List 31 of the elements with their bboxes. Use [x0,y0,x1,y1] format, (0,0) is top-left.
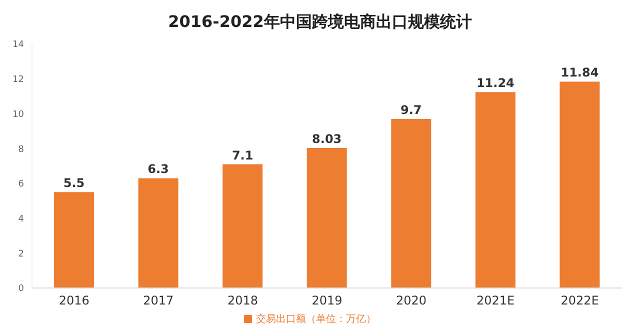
legend-label: 交易出口额（单位：万亿） [256,314,376,325]
y-tick-label: 0 [18,284,24,294]
x-tick-label: 2017 [143,294,174,308]
bar [560,82,600,288]
y-tick-label: 14 [12,40,24,50]
x-tick-label: 2019 [312,294,342,308]
data-label: 7.1 [232,148,254,162]
bar [475,92,516,288]
y-tick-label: 12 [12,75,24,86]
y-tick-label: 4 [18,214,24,224]
y-tick-label: 8 [18,144,24,155]
bar [306,148,347,288]
bar [54,192,94,288]
x-tick-label: 2021E [476,294,515,308]
bar [391,118,432,288]
x-tick-label: 2020 [396,294,427,308]
data-label: 5.5 [63,176,85,190]
bar [138,178,178,288]
x-tick-label: 2016 [58,294,90,308]
y-tick-label: 6 [18,180,24,190]
chart-title: 2016-2022年中国跨境电商出口规模统计 [167,11,473,33]
data-label: 9.7 [400,102,422,117]
data-label: 11.84 [560,66,599,80]
y-tick-label: 10 [12,110,24,120]
data-label: 11.24 [476,76,514,90]
data-label: 6.3 [148,162,169,176]
x-tick-label: 2022E [560,294,599,308]
bar [222,164,263,288]
x-tick-label: 2018 [227,294,258,308]
data-label: 8.03 [312,132,342,146]
y-tick-label: 2 [18,249,24,260]
